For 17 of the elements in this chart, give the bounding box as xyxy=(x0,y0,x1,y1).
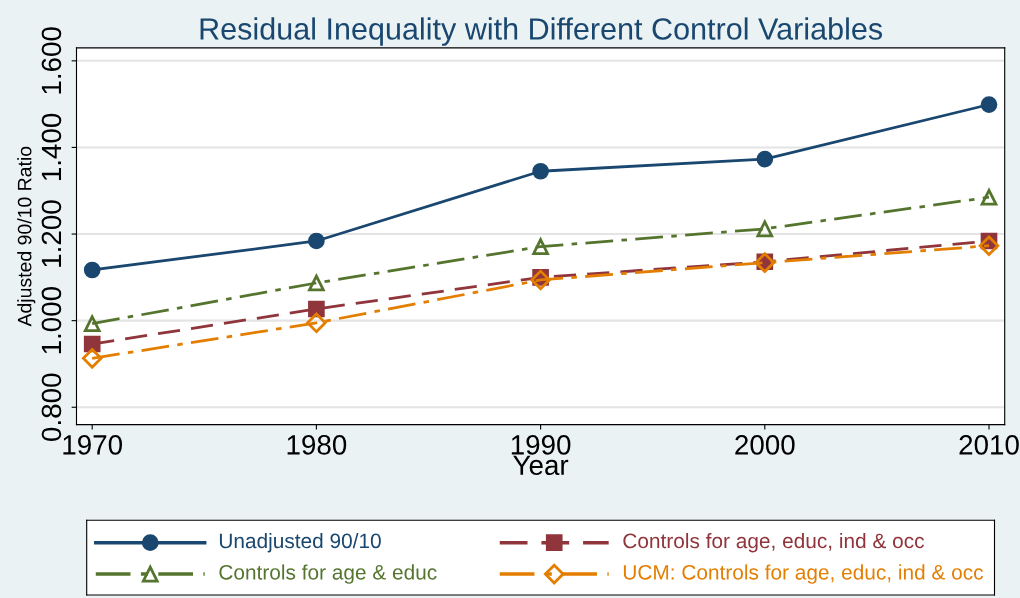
text: Controls for age & educ xyxy=(219,564,437,584)
text: Controls for age, educ, ind & occ xyxy=(623,532,924,553)
x-axis-title: Year xyxy=(513,455,569,476)
y-tick-label: 0.800 xyxy=(41,373,62,441)
text: Unadjusted 90/10 xyxy=(219,532,381,553)
y-tick-label: 1.200 xyxy=(41,200,62,267)
x-tick-label: 1970 xyxy=(63,435,123,455)
x-tick-label: 2000 xyxy=(735,435,795,455)
y-tick-label: 1.400 xyxy=(41,113,62,181)
x-tick-label: 1990 xyxy=(511,435,571,455)
x-tick-label: 2010 xyxy=(959,435,1019,455)
chart-title: Residual Inequality with Different Control Variables xyxy=(200,17,883,46)
y-tick-label: 1.600 xyxy=(41,27,62,94)
y-tick-label: 1.000 xyxy=(41,286,62,354)
x-tick-label: 1980 xyxy=(287,435,347,455)
text: UCM: Controls for age, educ, ind & occ xyxy=(623,564,984,584)
y-axis-title: Adjusted 90/10 Ratio xyxy=(17,146,36,327)
